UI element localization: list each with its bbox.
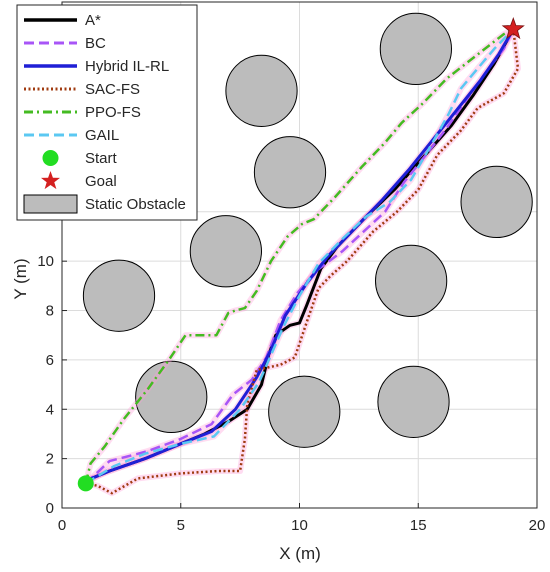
y-tick-label: 8 — [46, 303, 54, 320]
static-obstacle — [379, 12, 452, 86]
y-tick-label: 0 — [46, 500, 54, 517]
legend-swatch-static-obstacle — [23, 194, 78, 214]
legend-swatch-goal — [41, 171, 60, 190]
legend-label-hybrid-il-rl: Hybrid IL-RL — [85, 58, 169, 75]
legend-swatch-start — [42, 150, 59, 166]
y-tick-label: 2 — [46, 451, 54, 468]
x-tick-label: 10 — [291, 517, 308, 534]
legend-label-sac-fs: SAC-FS — [85, 81, 140, 98]
series-line-bc — [84, 28, 515, 485]
trajectory-lines — [82, 26, 521, 497]
series-line-sac-fs — [85, 29, 520, 495]
x-tick-label: 20 — [529, 517, 546, 534]
static-obstacle — [189, 215, 262, 288]
static-obstacle — [268, 375, 341, 448]
static-obstacle — [225, 54, 298, 127]
legend-label-start: Start — [85, 150, 118, 167]
x-tick-label: 5 — [177, 517, 185, 534]
legend: A* BC Hybrid IL-RL SAC-FS PPO-FS GAIL Start Goa… — [16, 4, 198, 221]
static-obstacle — [460, 165, 533, 239]
legend-label-bc: BC — [85, 35, 106, 52]
legend-label-static-obstacle: Static Obstacle — [85, 196, 186, 213]
y-tick-label: 6 — [46, 352, 54, 369]
y-tick-label: 10 — [37, 253, 54, 270]
x-tick-label: 0 — [58, 517, 66, 534]
y-tick-label: 4 — [46, 401, 54, 418]
goal-marker — [501, 17, 525, 40]
x-axis-label: X (m) — [279, 544, 321, 563]
static-obstacle — [253, 136, 327, 209]
static-obstacle — [135, 360, 208, 434]
static-obstacle — [82, 259, 156, 332]
obstacles — [82, 12, 533, 448]
legend-label-a: A* — [85, 12, 101, 29]
legend-label-gail: GAIL — [85, 127, 119, 144]
y-axis-label: Y (m) — [11, 258, 30, 299]
start-goal-markers — [77, 17, 525, 492]
start-marker — [77, 475, 94, 492]
legend-label-ppo-fs: PPO-FS — [85, 104, 141, 121]
series-line-ppo-fs — [84, 28, 514, 484]
x-tick-label: 15 — [410, 517, 427, 534]
legend-label-goal: Goal — [85, 173, 117, 190]
series-line-gail — [85, 28, 515, 485]
static-obstacle — [377, 365, 450, 438]
static-obstacle — [375, 244, 448, 318]
